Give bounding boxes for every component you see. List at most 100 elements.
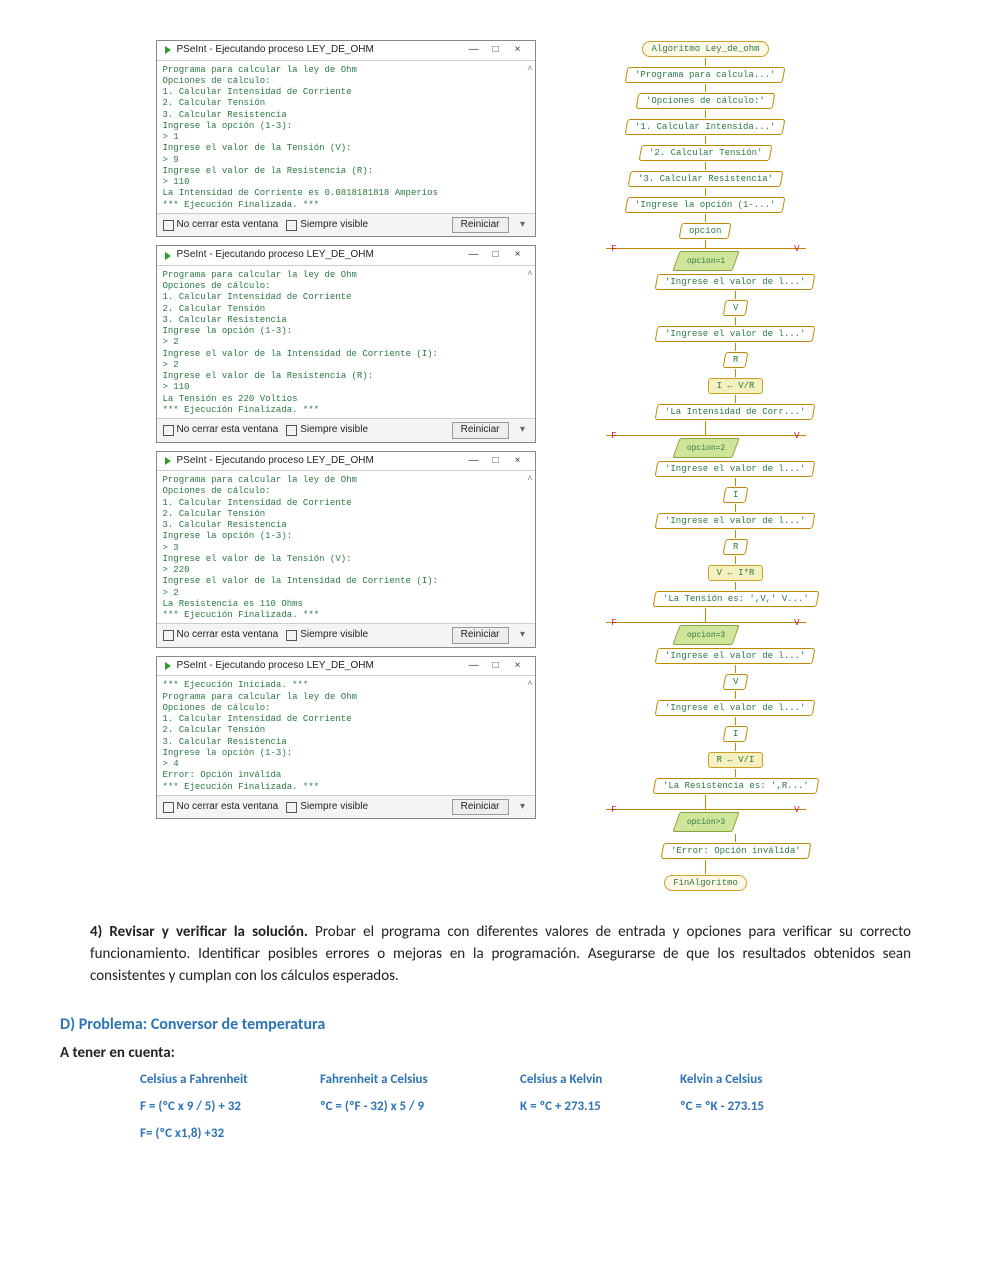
app-icon	[163, 661, 173, 671]
flow-output: 'La Intensidad de Corr...'	[655, 404, 816, 420]
checkbox-always-visible[interactable]: Siempre visible	[286, 629, 368, 642]
flow-output: '1. Calcular Intensida...'	[625, 119, 786, 135]
minimize-button[interactable]: —	[463, 44, 485, 57]
console-output: Programa para calcular la ley de Ohm Opc…	[163, 270, 529, 416]
flowchart: Algoritmo Ley_de_ohm 'Programa para calc…	[566, 40, 846, 892]
flow-decision: opcion>3	[676, 812, 736, 832]
console-output: *** Ejecución Iniciada. *** Programa par…	[163, 680, 529, 793]
scroll-up-icon[interactable]: ˄	[527, 268, 532, 279]
checkbox-always-visible[interactable]: Siempre visible	[286, 801, 368, 814]
titlebar: PSeInt - Ejecutando proceso LEY_DE_OHM —…	[157, 246, 535, 266]
console-body: ˄ Programa para calcular la ley de Ohm O…	[157, 266, 535, 418]
flow-input: V	[722, 300, 748, 316]
flow-output: '3. Calcular Resistencia'	[628, 171, 784, 187]
flow-decision: opcion=3	[676, 625, 736, 645]
flow-output: 'Programa para calcula...'	[625, 67, 786, 83]
console-window: PSeInt - Ejecutando proceso LEY_DE_OHM —…	[156, 656, 536, 820]
flow-output: 'Ingrese la opción (1-...'	[625, 197, 786, 213]
close-button[interactable]: ×	[507, 44, 529, 57]
scroll-up-icon[interactable]: ˄	[527, 63, 532, 74]
restart-button[interactable]: Reiniciar	[452, 217, 509, 234]
maximize-button[interactable]: □	[485, 44, 507, 57]
restart-button[interactable]: Reiniciar	[452, 799, 509, 816]
console-body: ˄ Programa para calcular la ley de Ohm O…	[157, 471, 535, 623]
arrow-f-icon: F	[612, 244, 617, 253]
flow-input: R	[722, 539, 748, 555]
checkbox-label: Siempre visible	[300, 219, 368, 232]
flow-output: 'Ingrese el valor de l...'	[655, 461, 816, 477]
minimize-button[interactable]: —	[463, 660, 485, 673]
flow-output: 'Ingrese el valor de l...'	[655, 648, 816, 664]
checkbox-always-visible[interactable]: Siempre visible	[286, 219, 368, 232]
console-output: Programa para calcular la ley de Ohm Opc…	[163, 475, 529, 621]
figure-row: PSeInt - Ejecutando proceso LEY_DE_OHM —…	[60, 40, 941, 892]
conv-formula: F = (ºC x 9 / 5) + 32	[140, 1099, 320, 1114]
flow-output: 'Ingrese el valor de l...'	[655, 274, 816, 290]
close-button[interactable]: ×	[507, 455, 529, 468]
paragraph-4: 4) Revisar y verificar la solución. Prob…	[90, 922, 911, 987]
conv-formula-extra: F= (ºC x1,8) +32	[140, 1126, 320, 1141]
flow-process: I ← V/R	[708, 378, 764, 394]
conv-header: Celsius a Kelvin	[520, 1072, 680, 1087]
app-icon	[163, 45, 173, 55]
maximize-button[interactable]: □	[485, 249, 507, 262]
para-lead: Revisar y verificar la solución.	[109, 923, 308, 941]
arrow-v-icon: V	[794, 805, 799, 814]
checkbox-keep-open[interactable]: No cerrar esta ventana	[163, 801, 279, 814]
dropdown-icon[interactable]: ▾	[517, 629, 529, 642]
dropdown-icon[interactable]: ▾	[517, 219, 529, 232]
checkbox-label: Siempre visible	[300, 801, 368, 814]
console-body: ˄ *** Ejecución Iniciada. *** Programa p…	[157, 676, 535, 795]
flow-output: '2. Calcular Tensión'	[638, 145, 772, 161]
console-body: ˄ Programa para calcular la ley de Ohm O…	[157, 61, 535, 213]
flow-process: V ← I*R	[708, 565, 764, 581]
titlebar: PSeInt - Ejecutando proceso LEY_DE_OHM —…	[157, 41, 535, 61]
console-footer: No cerrar esta ventana Siempre visible R…	[157, 418, 535, 442]
conv-formula: ºC = (ºF - 32) x 5 / 9	[320, 1099, 520, 1114]
restart-button[interactable]: Reiniciar	[452, 422, 509, 439]
checkbox-keep-open[interactable]: No cerrar esta ventana	[163, 424, 279, 437]
dropdown-icon[interactable]: ▾	[517, 801, 529, 814]
flow-input: I	[722, 726, 748, 742]
flow-output: 'Ingrese el valor de l...'	[655, 326, 816, 342]
conversion-table: Celsius a Fahrenheit Fahrenheit a Celsiu…	[140, 1072, 941, 1141]
arrow-f-icon: F	[612, 431, 617, 440]
checkbox-label: No cerrar esta ventana	[177, 424, 279, 437]
flow-input: I	[722, 487, 748, 503]
restart-button[interactable]: Reiniciar	[452, 627, 509, 644]
titlebar: PSeInt - Ejecutando proceso LEY_DE_OHM —…	[157, 452, 535, 472]
dropdown-icon[interactable]: ▾	[517, 424, 529, 437]
flow-input: V	[722, 674, 748, 690]
scroll-up-icon[interactable]: ˄	[527, 678, 532, 689]
titlebar: PSeInt - Ejecutando proceso LEY_DE_OHM —…	[157, 657, 535, 677]
flow-output: 'Error: Opción inválida'	[660, 843, 810, 859]
subtitle: A tener en cuenta:	[60, 1044, 941, 1062]
arrow-f-icon: F	[612, 805, 617, 814]
checkbox-label: No cerrar esta ventana	[177, 219, 279, 232]
conv-header: Celsius a Fahrenheit	[140, 1072, 320, 1087]
window-title: PSeInt - Ejecutando proceso LEY_DE_OHM	[177, 455, 463, 468]
close-button[interactable]: ×	[507, 660, 529, 673]
maximize-button[interactable]: □	[485, 455, 507, 468]
checkbox-label: Siempre visible	[300, 629, 368, 642]
close-button[interactable]: ×	[507, 249, 529, 262]
window-title: PSeInt - Ejecutando proceso LEY_DE_OHM	[177, 249, 463, 262]
console-footer: No cerrar esta ventana Siempre visible R…	[157, 795, 535, 819]
scroll-up-icon[interactable]: ˄	[527, 473, 532, 484]
console-window: PSeInt - Ejecutando proceso LEY_DE_OHM —…	[156, 451, 536, 648]
flow-output: 'Ingrese el valor de l...'	[655, 700, 816, 716]
arrow-f-icon: F	[612, 618, 617, 627]
checkbox-keep-open[interactable]: No cerrar esta ventana	[163, 219, 279, 232]
minimize-button[interactable]: —	[463, 455, 485, 468]
maximize-button[interactable]: □	[485, 660, 507, 673]
checkbox-keep-open[interactable]: No cerrar esta ventana	[163, 629, 279, 642]
checkbox-always-visible[interactable]: Siempre visible	[286, 424, 368, 437]
minimize-button[interactable]: —	[463, 249, 485, 262]
conv-header: Kelvin a Celsius	[680, 1072, 840, 1087]
window-title: PSeInt - Ejecutando proceso LEY_DE_OHM	[177, 660, 463, 673]
flow-decision: opcion=1	[676, 251, 736, 271]
checkbox-label: Siempre visible	[300, 424, 368, 437]
checkbox-label: No cerrar esta ventana	[177, 801, 279, 814]
console-window: PSeInt - Ejecutando proceso LEY_DE_OHM —…	[156, 40, 536, 237]
console-window: PSeInt - Ejecutando proceso LEY_DE_OHM —…	[156, 245, 536, 442]
